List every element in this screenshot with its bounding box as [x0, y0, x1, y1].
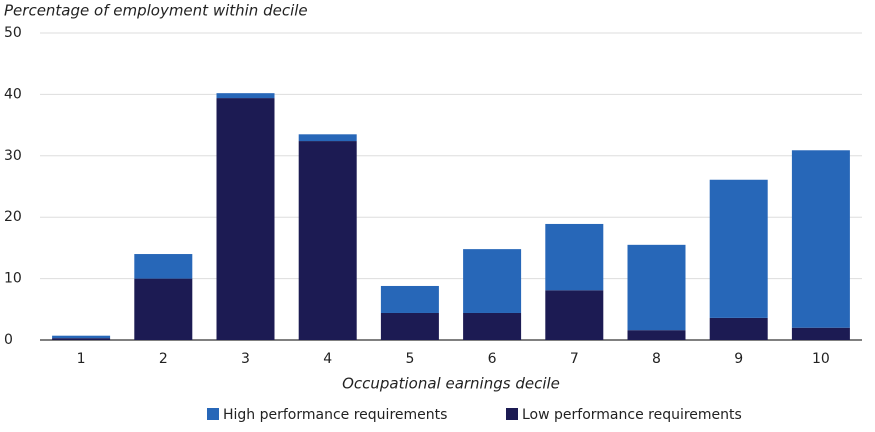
bar-segment [380, 285, 439, 313]
y-tick-label: 10 [4, 271, 22, 287]
y-tick-label: 40 [4, 86, 22, 102]
bar-segment [709, 317, 768, 340]
y-tick-label: 20 [4, 209, 22, 225]
bar-segment [463, 249, 522, 313]
bar-segment [216, 93, 275, 99]
chart-title: Percentage of employment within decile [4, 2, 308, 20]
x-tick-label: 8 [652, 351, 661, 367]
bar-segment [791, 327, 850, 340]
bar-segment [216, 98, 275, 340]
bar-segment [380, 312, 439, 340]
bar-segment [134, 254, 193, 279]
legend-swatch [506, 408, 518, 420]
bar-segment [52, 335, 111, 339]
x-tick-label: 10 [812, 351, 830, 367]
bar-segment [545, 223, 604, 291]
x-tick-label: 1 [77, 351, 86, 367]
y-tick-label: 0 [4, 332, 13, 348]
bar-segment [52, 338, 111, 340]
bar-segment [134, 278, 193, 340]
x-tick-label: 7 [570, 351, 579, 367]
bar-segment [791, 150, 850, 328]
bar-segment [627, 330, 686, 340]
legend-label: High performance requirements [223, 407, 447, 423]
x-tick-label: 2 [159, 351, 168, 367]
x-tick-label: 4 [323, 351, 332, 367]
bar-segment [709, 179, 768, 318]
x-tick-label: 9 [734, 351, 743, 367]
x-axis-label: Occupational earnings decile [342, 375, 560, 393]
bar-segment [298, 134, 357, 142]
legend-label: Low performance requirements [522, 407, 742, 423]
legend-swatch [207, 408, 219, 420]
bar-segment [463, 312, 522, 340]
x-tick-label: 3 [241, 351, 250, 367]
x-tick-label: 6 [488, 351, 497, 367]
x-tick-label: 5 [405, 351, 414, 367]
bar-segment [545, 290, 604, 340]
bar-segment [298, 141, 357, 340]
bar-segment [627, 244, 686, 331]
y-tick-label: 50 [4, 25, 22, 41]
y-tick-label: 30 [4, 148, 22, 164]
